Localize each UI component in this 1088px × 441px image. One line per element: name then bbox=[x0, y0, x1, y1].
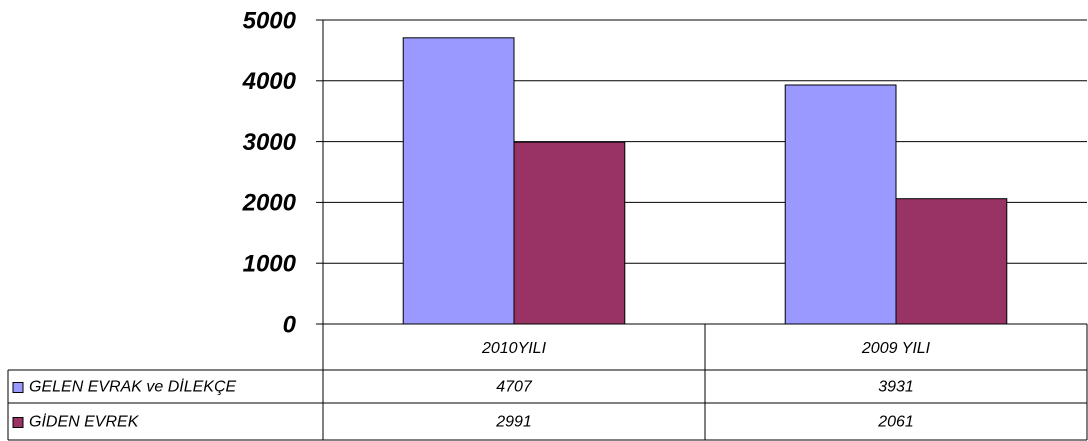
legend-swatch bbox=[12, 417, 24, 428]
legend-label: GELEN EVRAK ve DİLEKÇE bbox=[29, 377, 237, 396]
bar bbox=[895, 198, 1008, 325]
bar bbox=[784, 84, 897, 325]
table-value: 2061 bbox=[877, 414, 914, 431]
y-tick-label: 4000 bbox=[242, 68, 297, 95]
legend-swatch bbox=[12, 382, 24, 393]
x-tick-label: 2010YILI bbox=[481, 340, 547, 357]
x-tick-label: 2009 YILI bbox=[861, 340, 931, 357]
y-tick-label: 5000 bbox=[243, 7, 297, 34]
y-tick-label: 2000 bbox=[242, 190, 297, 217]
bar bbox=[402, 37, 515, 325]
legend-label: GİDEN EVREK bbox=[29, 412, 140, 431]
bar bbox=[513, 141, 626, 325]
y-tick-label: 1000 bbox=[243, 251, 297, 278]
table-value: 3931 bbox=[878, 379, 914, 396]
y-tick-label: 0 bbox=[283, 311, 297, 338]
table-value: 2991 bbox=[495, 414, 532, 431]
y-tick-label: 3000 bbox=[243, 129, 297, 156]
table-value: 4707 bbox=[496, 379, 533, 396]
